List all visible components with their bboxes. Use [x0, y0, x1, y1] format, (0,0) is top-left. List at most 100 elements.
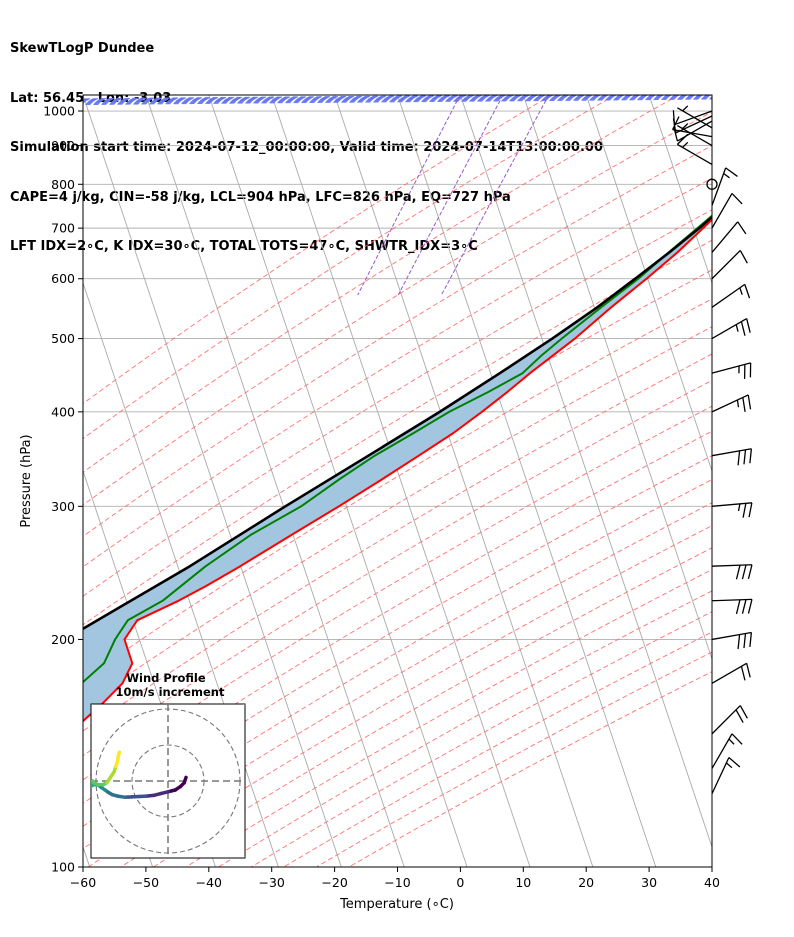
x-tick-label: 30 [641, 875, 657, 890]
x-tick-label: −60 [70, 875, 96, 890]
barb-feather [742, 397, 746, 412]
isotherm-line [145, 95, 405, 867]
wind-barb [677, 123, 713, 147]
dry-adiabat-line [83, 177, 712, 568]
barb-half-feather [682, 105, 689, 112]
barb-feather [743, 449, 747, 465]
barb-feather [749, 632, 753, 648]
wind-barb [711, 394, 752, 413]
isotherm-line [648, 95, 712, 285]
barb-half-feather [728, 738, 735, 745]
barb-staff [711, 662, 747, 684]
barb-feather [735, 565, 741, 580]
barb-half-feather [682, 141, 689, 148]
dewpoint-line [83, 214, 712, 684]
stability-indices-cape: CAPE=4 j/kg, CIN=-58 j/kg, LCL=904 hPa, … [10, 189, 511, 205]
wind-barb [711, 167, 738, 206]
y-tick-label: 200 [51, 632, 75, 647]
barb-feather [737, 450, 741, 466]
dry-adiabat-line [283, 631, 712, 867]
hodograph-title: Wind Profile [126, 671, 206, 685]
sounding-profiles [83, 214, 712, 723]
barb-half-feather [723, 172, 730, 179]
mixing-ratio-line [397, 95, 504, 296]
barb-feather [743, 633, 747, 649]
barb-feather [731, 733, 743, 745]
isotherm-line [83, 845, 91, 867]
barb-feather [742, 503, 747, 518]
wind-barb [711, 662, 751, 684]
dry-adiabat-line [83, 209, 712, 597]
barb-feather [739, 705, 748, 719]
dry-adiabat-line [83, 95, 616, 440]
y-tick-label: 700 [51, 221, 75, 236]
x-axis-label: Temperature (∘C) [339, 897, 454, 912]
isotherm-line [711, 95, 712, 97]
barb-feather [672, 116, 680, 130]
barb-feather [735, 709, 744, 723]
barb-feather [749, 448, 753, 464]
dry-adiabat-line [316, 651, 712, 867]
y-tick-label: 500 [51, 331, 75, 346]
wind-barb [711, 362, 752, 379]
barb-feather [737, 634, 741, 650]
barb-feather [748, 502, 753, 518]
y-tick-label: 600 [51, 271, 75, 286]
x-tick-label: −30 [259, 875, 285, 890]
barb-feather [735, 599, 741, 615]
barb-feather [676, 133, 689, 145]
barb-staff [711, 318, 747, 340]
barb-feather [740, 666, 746, 681]
isotherm-line [522, 95, 712, 661]
barb-feather [741, 564, 747, 580]
wind-barb [711, 502, 753, 518]
barb-staff [675, 115, 713, 134]
dry-adiabat-line [218, 590, 712, 867]
mixing-ratio-line [357, 95, 461, 296]
chart-title: SkewTLogP Dundee [10, 41, 155, 56]
isotherm-line [271, 95, 531, 867]
barb-feather [741, 599, 747, 614]
barb-half-feather [737, 503, 741, 512]
wind-barb [677, 105, 713, 129]
barb-staff [711, 249, 741, 280]
dry-adiabat-line [83, 405, 712, 781]
barb-feather [747, 599, 753, 614]
x-tick-label: 0 [456, 875, 464, 890]
barb-feather [673, 126, 678, 142]
barb-half-feather [736, 399, 740, 408]
wind-barb [711, 249, 748, 280]
barb-staff [711, 221, 739, 253]
isotherm-line [83, 95, 342, 867]
wind-barb [711, 221, 747, 253]
dry-adiabat-line [348, 671, 712, 867]
barb-half-feather [682, 123, 689, 130]
isotherm-line [397, 95, 657, 867]
hodograph-trace-segment [91, 784, 93, 789]
wind-barb [672, 116, 713, 138]
hodograph-subtitle: 10m/s increment [116, 685, 225, 699]
wind-barb [711, 705, 748, 735]
wind-barb [711, 598, 753, 615]
wind-barb [711, 631, 753, 650]
barb-staff [674, 110, 713, 126]
wind-barb [711, 193, 743, 229]
simulation-times: Simulation start time: 2024-07-12_00:00:… [10, 140, 603, 155]
barb-half-feather [725, 762, 733, 769]
x-tick-label: −40 [196, 875, 222, 890]
wind-barb [711, 318, 751, 340]
barb-feather [744, 284, 751, 299]
barb-feather [746, 318, 751, 333]
wind-barb [711, 448, 753, 466]
hodograph-trace-segment [116, 750, 122, 758]
wind-barb [676, 133, 713, 165]
chart-axes: −60 −50 −40 −30 −20 −10 0 10 20 30 40 1000 900 800 700… [43, 104, 720, 890]
y-tick-label: 400 [51, 404, 75, 419]
wind-barb [711, 733, 743, 769]
y-tick-label: 900 [51, 138, 75, 153]
barb-feather [747, 394, 752, 410]
dry-adiabat-line [185, 569, 712, 867]
wind-barb [711, 283, 751, 308]
barb-feather [731, 193, 743, 205]
isotherm-line [334, 95, 594, 867]
